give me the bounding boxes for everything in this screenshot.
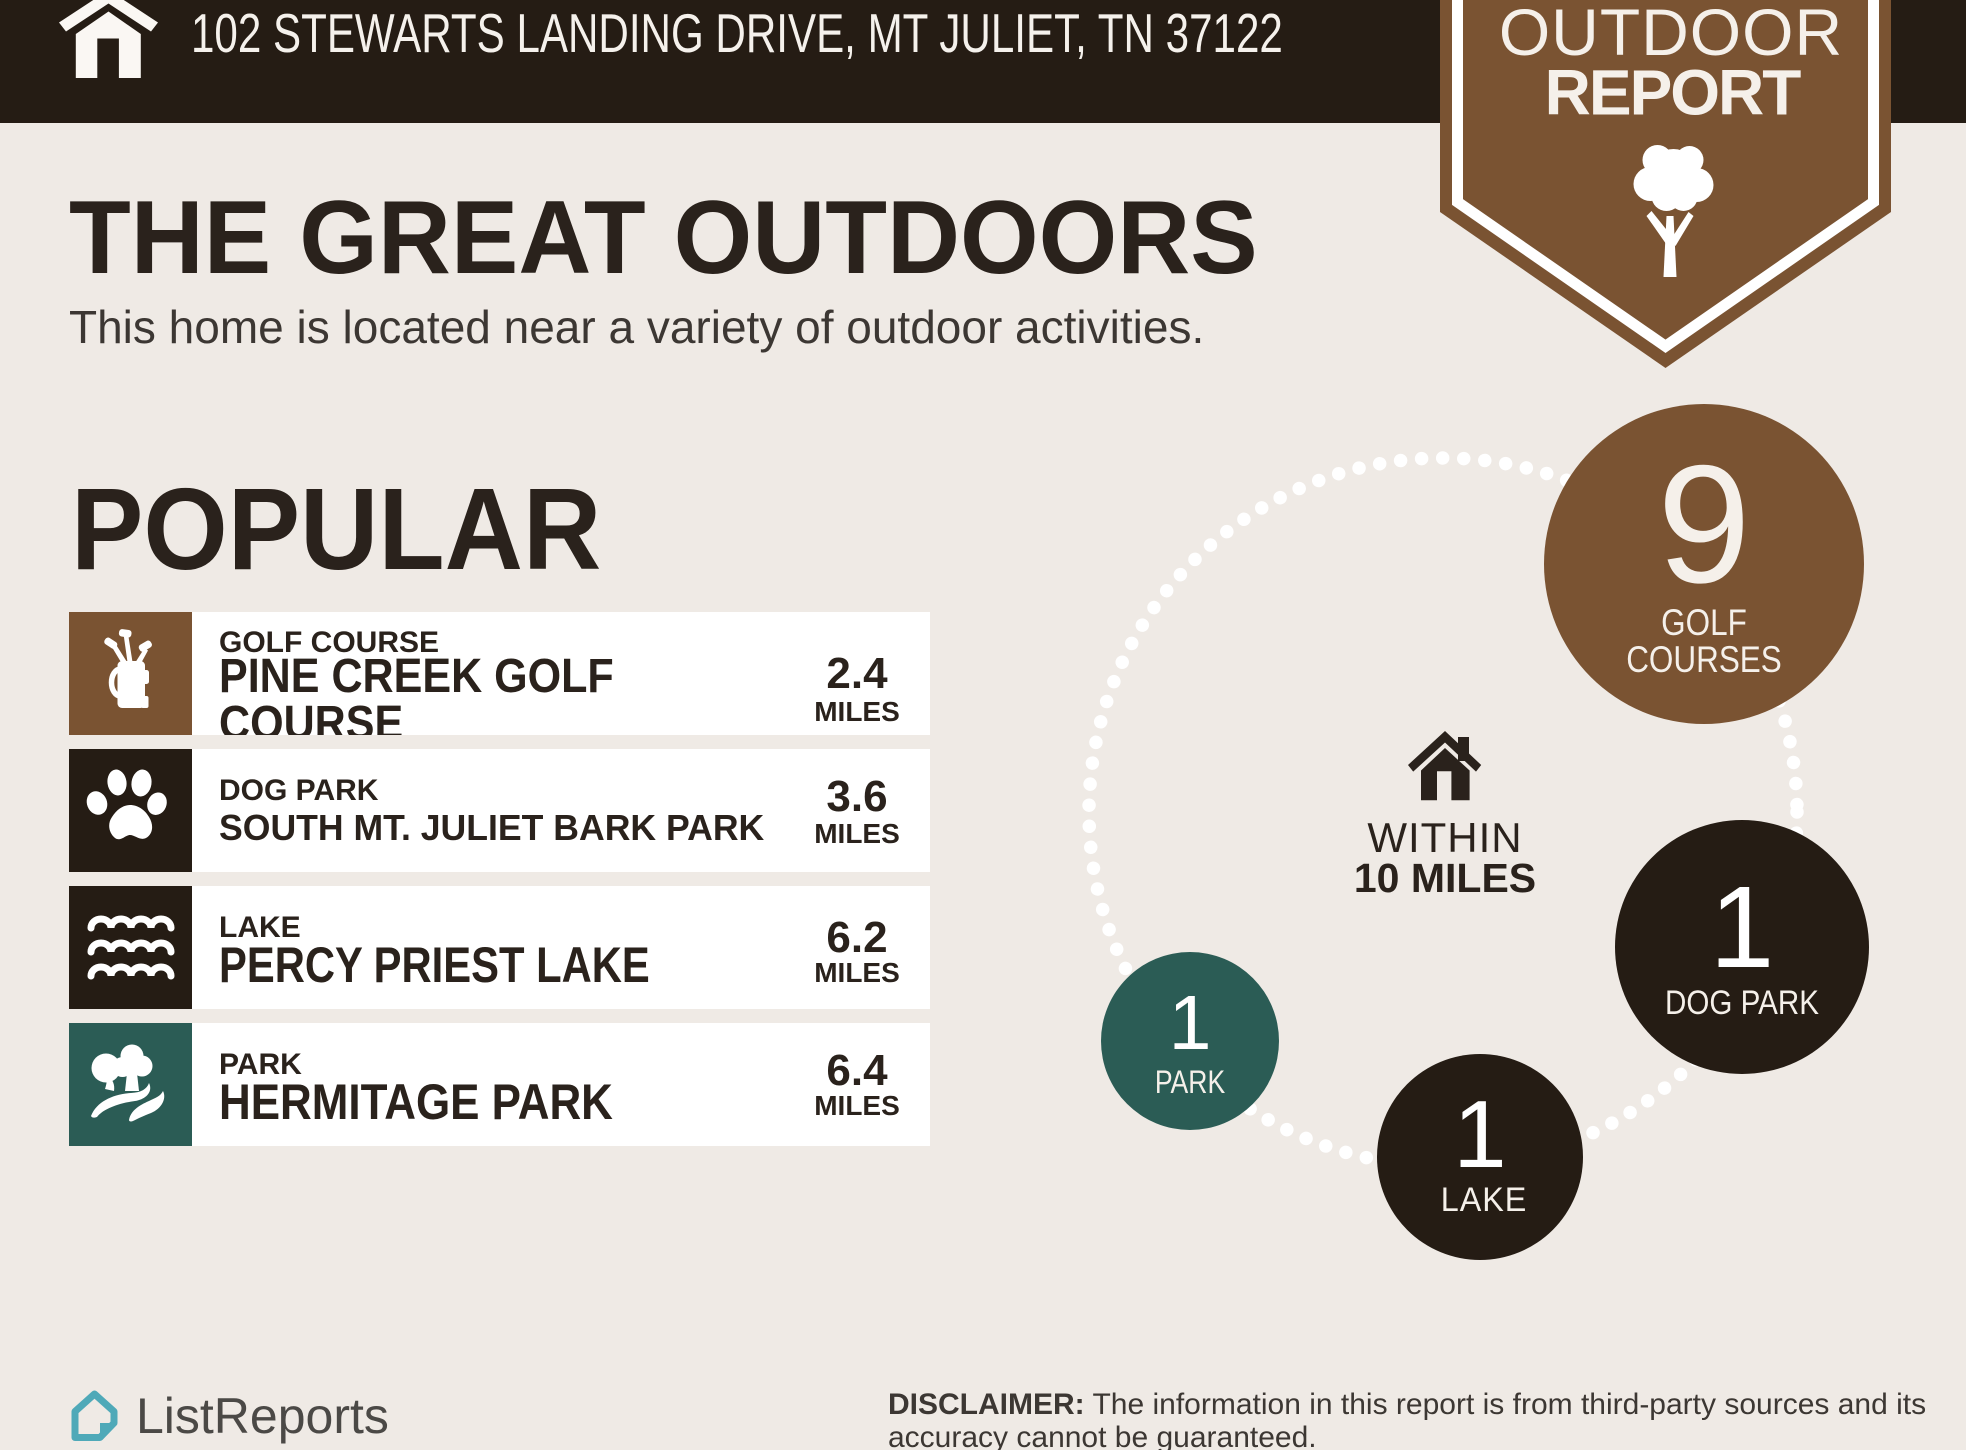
svg-text:REPORT: REPORT bbox=[1545, 57, 1802, 129]
svg-text:OUTDOOR: OUTDOOR bbox=[1499, 0, 1843, 69]
